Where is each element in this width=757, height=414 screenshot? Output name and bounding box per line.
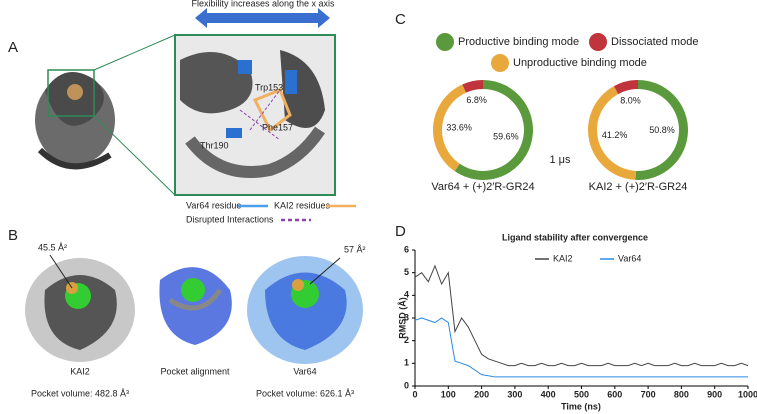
legend-label: Var64 [618,253,641,263]
residue-label: Phe157 [262,122,293,132]
donut-segment [454,80,533,180]
volume-label: Pocket volume: 482.8 Å³ [31,388,129,398]
zoom-line [93,115,176,196]
x-tick-label: 700 [641,389,656,399]
x-tick-label: 0 [412,389,417,399]
residue-label: Thr190 [200,140,229,150]
value-label: 59.6% [493,132,519,142]
donut-segment [635,80,689,180]
protein-zoom [180,50,325,178]
zoom-line [93,34,176,71]
y-tick-label: 6 [404,244,409,254]
x-tick-label: 400 [541,389,556,399]
area-label: 45.5 Å² [38,242,67,252]
y-tick-label: 1 [404,358,409,368]
donut-segment [588,86,636,180]
legend-marker [491,54,509,72]
chart-title: Ligand stability after convergence [502,232,648,242]
donut-segment [432,84,467,172]
legend-label: Var64 residue [186,200,241,210]
x-tick-label: 500 [574,389,589,399]
chart-title: KAI2 + (+)2′R-GR24 [589,181,688,193]
protein-b [25,254,363,364]
x-tick-label: 900 [707,389,722,399]
panel-label: C [395,11,406,28]
value-label: 6.8% [466,95,487,105]
arrow-label: Flexibility increases along the x axis [191,0,335,8]
y-tick-label: 3 [404,312,409,322]
x-tick-label: 1000 [738,389,757,399]
panel-label: A [8,39,18,56]
legend-label: Dissociated mode [611,36,698,48]
x-tick-label: 800 [674,389,689,399]
x-tick-label: 200 [474,389,489,399]
flex-arrow [195,8,330,28]
structure-label: Var64 [293,366,316,376]
structure-label: Pocket alignment [160,366,230,376]
y-tick-label: 0 [404,380,409,390]
legend-label: Disrupted Interactions [186,214,274,224]
x-tick-label: 300 [507,389,522,399]
value-label: 50.8% [649,125,675,135]
donut-segment [462,80,483,93]
legend-label: KAI2 residues [274,200,331,210]
x-tick-label: 600 [607,389,622,399]
legend-marker [436,33,454,51]
center-label: 1 μs [549,154,571,166]
donut-segment [613,80,638,95]
volume-label: Pocket volume: 626.1 Å³ [256,388,354,398]
protein-a [35,69,115,170]
panel-label: B [8,227,18,244]
structure-label: KAI2 [70,366,90,376]
value-label: 41.2% [602,130,628,140]
line-series [414,264,749,367]
x-tick-label: 100 [441,389,456,399]
area-label: 57 Å² [344,244,366,254]
y-axis-label: RMSD (Å) [397,297,407,339]
panel-label: D [395,223,406,240]
legend-label: KAI2 [553,253,573,263]
legend-label: Productive binding mode [458,36,579,48]
y-tick-label: 5 [404,267,409,277]
value-label: 33.6% [446,122,472,132]
residue-label: Trp153 [255,82,283,92]
legend-label: Unproductive binding mode [513,57,647,69]
y-tick-label: 2 [404,335,409,345]
line-series [414,317,748,378]
y-tick-label: 4 [404,290,409,300]
x-axis-label: Time (ns) [561,401,601,411]
legend-marker [589,33,607,51]
value-label: 8.0% [620,95,641,105]
chart-title: Var64 + (+)2′R-GR24 [431,181,534,193]
